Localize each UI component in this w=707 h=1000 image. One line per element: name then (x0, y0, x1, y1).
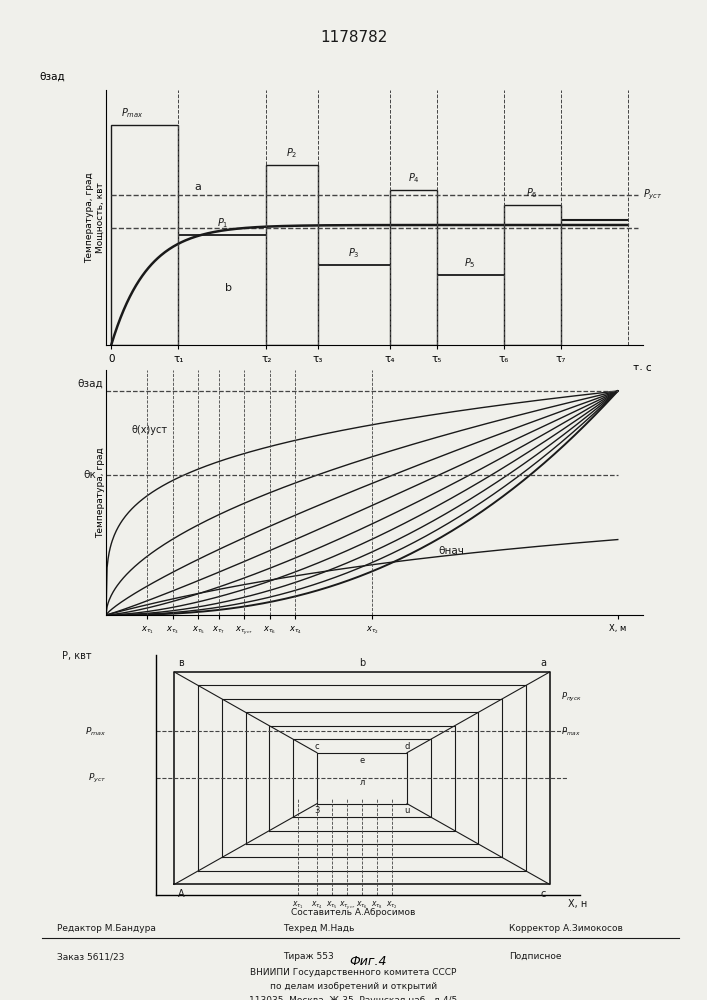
Text: $P_{max}$: $P_{max}$ (86, 725, 107, 738)
Text: $P_1$: $P_1$ (216, 216, 228, 230)
Text: $P_3$: $P_3$ (349, 246, 360, 260)
Text: θ(x)уст: θ(x)уст (132, 425, 168, 435)
Text: θзад: θзад (40, 72, 65, 82)
Text: $P_6$: $P_6$ (527, 186, 538, 200)
Text: $P_{max}$: $P_{max}$ (561, 725, 581, 738)
Text: θк: θк (83, 470, 96, 480)
Bar (267, 165, 318, 345)
Text: 1178782: 1178782 (320, 30, 387, 45)
Text: Корректор А.Зимокосов: Корректор А.Зимокосов (509, 924, 623, 933)
Bar (390, 190, 437, 345)
Text: $x_{τ_{уст}}$: $x_{τ_{уст}}$ (339, 899, 355, 912)
Text: в: в (178, 658, 184, 668)
Text: $P_5$: $P_5$ (464, 256, 476, 270)
Text: θзад: θзад (78, 379, 103, 389)
Text: $P_{уст}$: $P_{уст}$ (88, 772, 107, 785)
Text: $x_{τ_1}$: $x_{τ_1}$ (292, 899, 304, 911)
Text: A: A (178, 889, 185, 899)
Text: $x_{τ_6}$: $x_{τ_6}$ (356, 899, 368, 911)
Text: τ, с: τ, с (633, 362, 652, 372)
Text: $P_4$: $P_4$ (407, 171, 419, 185)
Text: Тираж 553: Тираж 553 (283, 952, 334, 961)
Text: b: b (225, 283, 232, 293)
Text: 3: 3 (315, 806, 320, 815)
Text: по делам изобретений и открытий: по делам изобретений и открытий (270, 982, 437, 991)
Text: e: e (359, 756, 365, 765)
Text: c: c (315, 742, 320, 751)
Text: d: d (404, 742, 410, 751)
Text: Фиг.2: Фиг.2 (356, 396, 394, 409)
Text: c: c (541, 889, 546, 899)
Text: a: a (540, 658, 546, 668)
Text: $P_{уст}$: $P_{уст}$ (643, 188, 663, 202)
Text: л: л (359, 778, 365, 787)
Y-axis label: Температура, град: Температура, град (95, 447, 105, 538)
Text: a: a (194, 182, 201, 192)
Text: Редактор М.Бандура: Редактор М.Бандура (57, 924, 156, 933)
Y-axis label: Температура, град
Мощность, квт: Температура, град Мощность, квт (86, 172, 105, 263)
Text: $x_{τ_2}$: $x_{τ_2}$ (386, 899, 398, 911)
Text: Составитель А.Абросимов: Составитель А.Абросимов (291, 908, 416, 917)
Text: P, квт: P, квт (62, 651, 92, 661)
Text: Заказ 5611/23: Заказ 5611/23 (57, 952, 124, 961)
Bar (111, 125, 178, 345)
Text: Подписное: Подписное (509, 952, 561, 961)
Text: $P_2$: $P_2$ (286, 146, 298, 160)
Text: Фиг.3: Фиг.3 (356, 669, 394, 682)
Text: θнач: θнач (438, 546, 464, 556)
Bar (504, 205, 561, 345)
Text: X, н: X, н (568, 899, 588, 909)
Text: $x_{τ_5}$: $x_{τ_5}$ (326, 899, 338, 911)
Text: ВНИИПИ Государственного комитета СССР: ВНИИПИ Государственного комитета СССР (250, 968, 457, 977)
Text: $P_{пуск}$: $P_{пуск}$ (561, 691, 582, 704)
Text: b: b (359, 658, 365, 668)
Text: u: u (404, 806, 410, 815)
Text: $x_{τ_4}$: $x_{τ_4}$ (311, 899, 323, 911)
Text: $x_{τ_8}$: $x_{τ_8}$ (371, 899, 383, 911)
Text: $P_{max}$: $P_{max}$ (120, 106, 144, 120)
Text: 113035, Москва, Ж-35, Раушская наб., д.4/5: 113035, Москва, Ж-35, Раушская наб., д.4… (250, 996, 457, 1000)
Text: Техред М.Надь: Техред М.Надь (283, 924, 354, 933)
Text: Фиг.4: Фиг.4 (349, 955, 387, 968)
